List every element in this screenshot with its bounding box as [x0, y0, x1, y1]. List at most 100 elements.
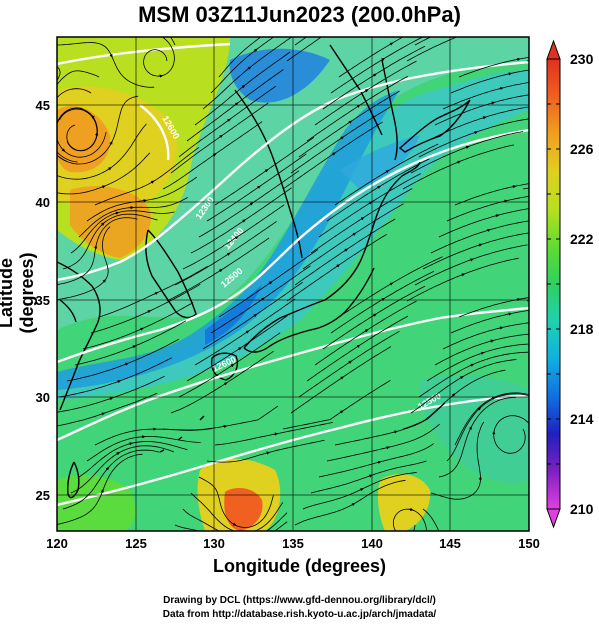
streamline-arrow [364, 89, 369, 93]
streamline-arrow [150, 180, 155, 184]
map-title: MSM 03Z11Jun2023 (200.0hPa) [138, 2, 461, 27]
streamline-arrow [154, 292, 159, 296]
x-tick-label: 130 [203, 536, 225, 551]
x-axis-label: Longitude (degrees) [212, 556, 386, 576]
streamline-arrow [344, 248, 349, 252]
colorbar-tick-label: 222 [570, 231, 594, 247]
streamline-arrow [245, 330, 250, 334]
streamline-arrow [356, 104, 361, 109]
streamline-arrow [109, 53, 113, 58]
colorbar-tick-label: 230 [570, 51, 594, 67]
colorbar: 230 226 222 218 214 210 [546, 39, 594, 529]
streamline [559, 472, 599, 485]
streamline-arrow [107, 167, 112, 171]
streamline-arrow [226, 118, 231, 122]
streamline [555, 365, 599, 391]
streamline-arrow [100, 222, 105, 226]
streamline-arrow [486, 228, 492, 232]
streamline [57, 70, 100, 86]
streamline-arrow [377, 460, 382, 464]
streamline-arrow [100, 488, 104, 494]
streamline-arrow [470, 19, 473, 20]
streamline-arrow [262, 34, 264, 36]
streamline-arrow [101, 185, 106, 189]
streamline-arrow [340, 136, 345, 140]
streamline-arrow [499, 326, 504, 330]
streamline-arrow [109, 140, 113, 146]
x-tick-label: 135 [282, 536, 304, 551]
streamline-arrow [336, 264, 341, 268]
streamline-arrow [499, 86, 504, 91]
colorbar-tick-label: 214 [570, 411, 594, 427]
streamline-arrow [489, 339, 495, 343]
y-tick-label: 30 [36, 390, 50, 405]
streamline-arrow [223, 382, 228, 386]
geopotential-contours [57, 42, 529, 507]
streamline-arrow [249, 202, 254, 206]
streamline-arrow [114, 211, 120, 215]
streamline [531, 170, 599, 180]
streamline-arrow [381, 57, 386, 62]
streamline-arrow [494, 214, 500, 218]
streamline-arrow [480, 351, 485, 355]
streamline-arrow [393, 430, 399, 434]
x-tick-label: 125 [125, 536, 147, 551]
colorbar-bottom-arrow [546, 508, 561, 529]
streamline-arrow [348, 120, 353, 124]
streamline-arrow [100, 412, 106, 416]
streamline-arrow [105, 466, 110, 471]
streamline-arrow [232, 522, 237, 526]
credits-data: Data from http://database.rish.kyoto-u.a… [162, 609, 437, 620]
streamline-arrow [516, 57, 521, 61]
grid-lines [57, 37, 529, 531]
streamline [535, 283, 599, 294]
streamline-arrow [241, 84, 246, 89]
streamline-arrow [460, 273, 466, 277]
streamline-arrow [348, 360, 353, 364]
streamline-arrow [128, 442, 134, 446]
streamline-arrow [473, 131, 479, 135]
y-tick-label: 25 [36, 488, 50, 503]
streamline-arrow [222, 424, 228, 429]
x-tick-label: 145 [439, 536, 461, 551]
streamline-arrow [234, 236, 239, 240]
streamline-arrow [109, 397, 114, 401]
x-tick-label: 120 [46, 536, 68, 551]
credits-drawing: Drawing by DCL (https://www.gfd-dennou.o… [163, 595, 436, 606]
streamline-arrow [218, 268, 223, 273]
colorbar-tick-label: 218 [570, 321, 594, 337]
streamline [579, 77, 599, 101]
streamline-arrow [351, 502, 356, 507]
streamline [567, 459, 599, 472]
x-tick-label: 150 [518, 536, 540, 551]
streamline-arrow [507, 312, 513, 316]
streamline-arrow [385, 446, 391, 450]
streamline [182, 508, 288, 531]
streamline-arrow [352, 232, 357, 236]
streamline-arrow [147, 310, 152, 314]
streamline [555, 125, 599, 141]
streamline-arrow [226, 252, 231, 256]
streamline [57, 66, 67, 162]
streamline-arrow [102, 279, 107, 283]
streamline-arrow [49, 95, 50, 98]
x-axis-ticks: 120 125 130 135 140 145 150 [46, 536, 540, 551]
streamline [575, 442, 599, 456]
streamline-arrow [241, 219, 247, 223]
streamline-arrow [116, 380, 122, 384]
streamline-arrow [219, 134, 224, 139]
streamline-arrow [360, 216, 365, 221]
streamline [218, 37, 262, 78]
coastlines [57, 44, 471, 499]
colorbar-top-arrow [546, 39, 561, 60]
streamline-arrow [340, 376, 345, 380]
streamline [422, 508, 440, 531]
streamline [286, 37, 322, 62]
streamline-arrow [256, 185, 262, 189]
streamline-arrow [507, 72, 513, 76]
streamline [174, 521, 288, 531]
y-tick-label: 40 [36, 195, 50, 210]
streamline [190, 492, 284, 531]
streamline-arrow [490, 101, 496, 105]
streamline-arrow [491, 396, 496, 400]
